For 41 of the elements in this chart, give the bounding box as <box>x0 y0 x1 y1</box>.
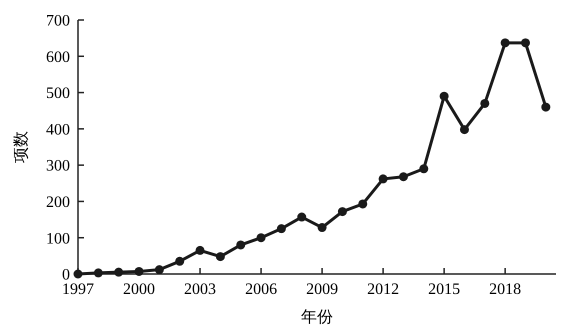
y-tick-label: 700 <box>46 12 70 30</box>
x-axis-title: 年份 <box>301 309 333 326</box>
point <box>94 268 103 278</box>
point <box>520 38 530 48</box>
point <box>196 246 205 255</box>
point <box>114 268 124 277</box>
point <box>398 172 408 182</box>
point <box>338 207 347 216</box>
x-tick-label: 2000 <box>123 281 156 298</box>
y-tick-label: 100 <box>46 230 70 248</box>
point <box>419 164 428 174</box>
point <box>256 233 266 242</box>
point <box>541 102 550 112</box>
x-tick-label: 2006 <box>245 281 278 298</box>
y-tick-label: 500 <box>46 85 70 102</box>
y-tick-label: 200 <box>46 194 70 212</box>
point <box>154 265 164 274</box>
x-tick-label: 2018 <box>489 281 522 298</box>
point <box>480 98 490 108</box>
point <box>378 174 388 184</box>
y-tick-label: 0 <box>62 266 70 284</box>
x-tick-label: 2009 <box>306 281 338 298</box>
point <box>440 92 449 101</box>
x-tick-label: 2015 <box>428 281 460 298</box>
point <box>236 240 246 250</box>
y-tick-label: 400 <box>46 121 70 138</box>
x-tick-label: 2003 <box>184 281 216 298</box>
point <box>500 38 510 48</box>
point <box>318 223 327 232</box>
y-tick-label: 300 <box>46 158 70 175</box>
y-axis-title: 项数 <box>13 131 30 163</box>
point <box>276 224 286 234</box>
point <box>216 252 225 262</box>
x-tick-label: 1997 <box>62 281 94 298</box>
point <box>134 266 144 276</box>
point <box>297 212 306 222</box>
point <box>460 125 469 134</box>
point <box>175 256 184 266</box>
y-tick-label: 600 <box>46 48 70 66</box>
x-tick-label: 2012 <box>367 281 400 298</box>
point <box>358 199 368 208</box>
